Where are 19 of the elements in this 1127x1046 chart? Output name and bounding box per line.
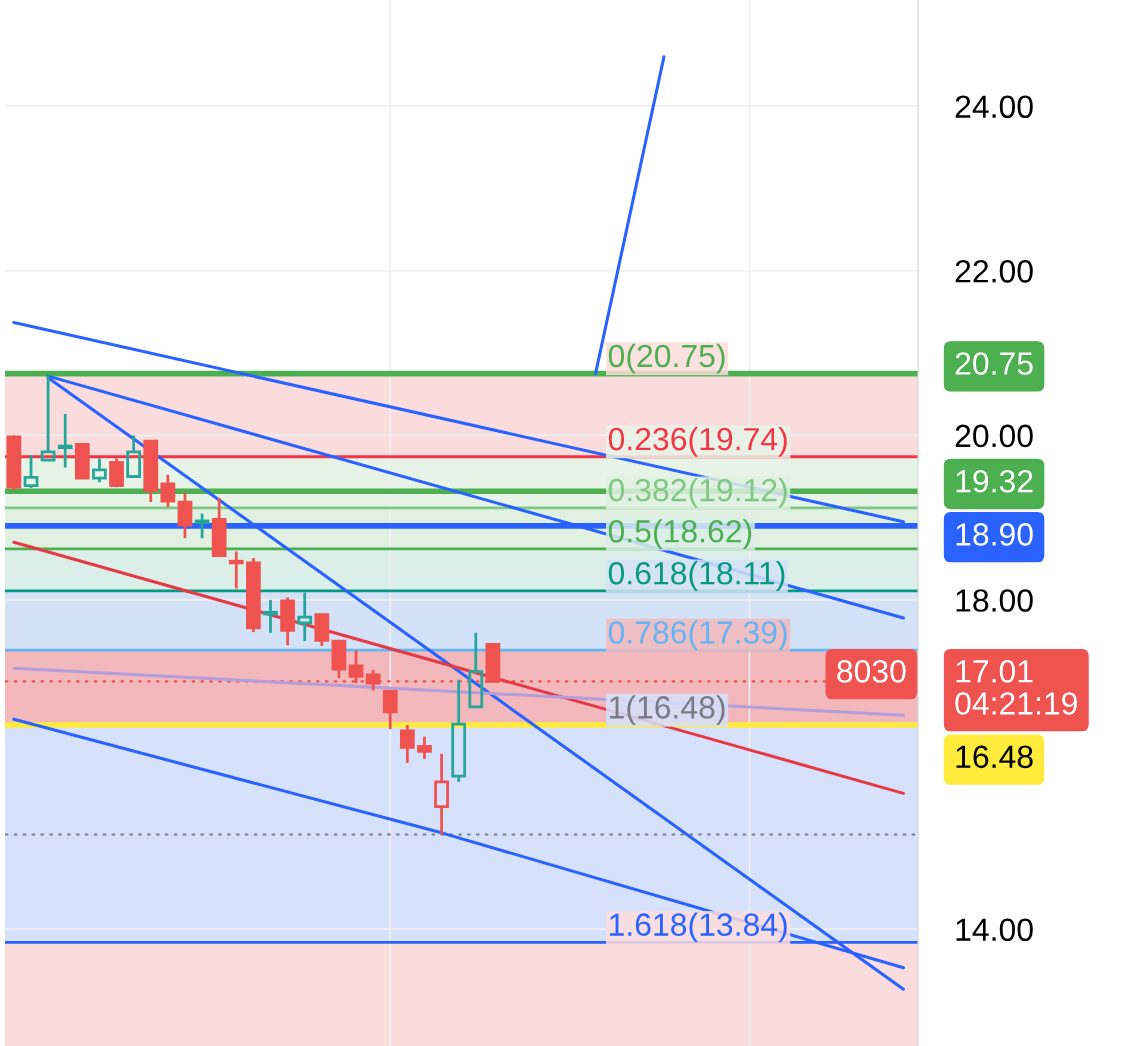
ref-line-label: 18.90 [956, 523, 1033, 546]
ref-line-label: 20.75 [955, 352, 1033, 375]
band-label: 0.618(18.11) [608, 561, 785, 591]
y-tick-label: 14.00 [956, 918, 1033, 942]
y-tick-label: 24.00 [955, 95, 1033, 119]
y-tick-label: 22.00 [955, 260, 1033, 283]
band-label: 0.236(19.74) [608, 426, 787, 457]
band-label: 0(20.75) [608, 343, 725, 374]
ref-line-label: 19.32 [956, 469, 1033, 493]
y-tick-label: 18.00 [956, 589, 1033, 612]
band-label: 0.382(19.12) [608, 478, 787, 508]
band-label: 1(16.48) [610, 695, 725, 726]
band-label: 1.618(13.84) [610, 912, 787, 943]
band-label: 0.5(18.62) [608, 519, 752, 549]
band-label: 0.786(17.39) [608, 620, 787, 651]
ref-line-label: 16.48 [956, 745, 1033, 769]
ref-line-label: 17.01 04:21:19 [955, 660, 1077, 715]
y-tick-label: 20.00 [955, 424, 1033, 448]
annotation: 8030 [837, 660, 906, 683]
